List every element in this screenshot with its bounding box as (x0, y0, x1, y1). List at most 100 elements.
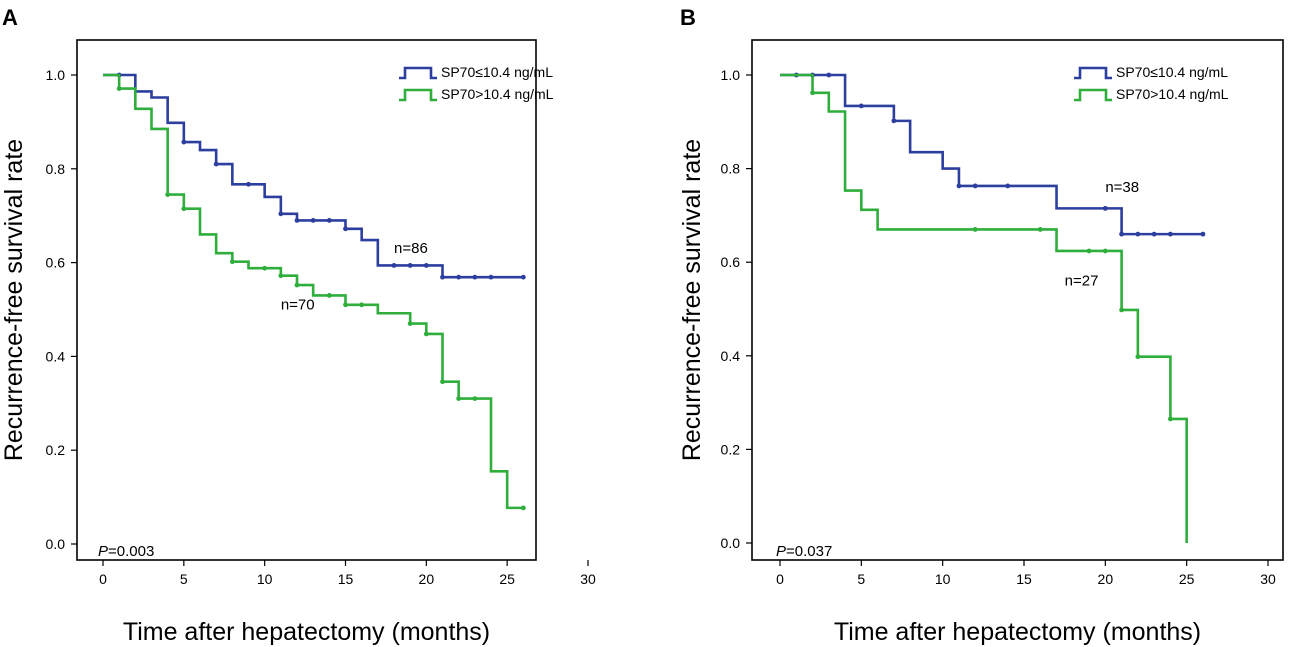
censor-mark (472, 396, 478, 402)
series-high: n=70 (103, 73, 526, 511)
y-tick-label: 0.0 (46, 536, 66, 552)
y-tick-label: 1.0 (721, 67, 741, 83)
censor-mark (116, 86, 122, 92)
censor-mark (246, 181, 251, 187)
n-label: n=27 (1065, 273, 1099, 290)
legend-swatch (1074, 66, 1112, 80)
censor-mark (278, 211, 284, 217)
censor-mark (278, 273, 284, 279)
p-number: =0.003 (108, 543, 154, 560)
censor-mark (343, 302, 348, 308)
y-tick-label: 0.8 (46, 161, 66, 177)
x-tick-label: 25 (499, 571, 515, 587)
censor-mark (972, 183, 978, 189)
y-tick-label: 0.6 (721, 254, 741, 270)
censor-mark (181, 139, 187, 145)
censor-mark (440, 379, 445, 385)
censor-mark (1102, 205, 1108, 211)
p-symbol: P (776, 543, 786, 560)
x-tick-label: 20 (419, 571, 435, 587)
x-tick-label: 20 (1098, 571, 1114, 587)
censor-mark (326, 293, 332, 298)
x-tick-label: 30 (580, 571, 596, 587)
censor-mark (1037, 227, 1043, 232)
p-value: P=0.037 (776, 543, 832, 560)
legend-swatch (399, 66, 437, 80)
censor-mark (956, 183, 962, 189)
censor-mark (294, 282, 300, 288)
censor-mark (1119, 307, 1124, 313)
censor-mark (1135, 354, 1141, 360)
p-number: =0.037 (786, 543, 832, 560)
series-low: n=38 (780, 72, 1206, 237)
y-tick-label: 0.2 (721, 441, 741, 457)
censor-mark (456, 274, 462, 280)
legend-swatch (1074, 88, 1112, 102)
censor-mark (520, 274, 526, 280)
censor-mark (472, 274, 478, 280)
censor-mark (858, 103, 864, 109)
censor-mark (440, 274, 445, 280)
legend-label: SP70≤10.4 ng/mL (441, 64, 553, 80)
censor-mark (1168, 416, 1173, 422)
censor-mark (1119, 231, 1124, 237)
y-tick-label: 0.8 (721, 161, 741, 177)
x-tick-label: 10 (257, 571, 273, 587)
x-tick-label: 5 (857, 571, 865, 587)
censor-mark (488, 274, 494, 280)
censor-mark (972, 227, 978, 232)
survival-step-line (103, 73, 524, 510)
series-low: n=86 (103, 72, 526, 280)
y-tick-label: 0.0 (721, 535, 741, 551)
censor-mark (343, 226, 348, 232)
legend-label: SP70>10.4 ng/mL (441, 86, 554, 102)
censor-mark (1086, 248, 1092, 254)
y-tick-label: 0.4 (721, 348, 741, 364)
legend-label: SP70>10.4 ng/mL (1116, 86, 1229, 102)
n-label: n=86 (394, 240, 428, 257)
censor-mark (1200, 231, 1206, 237)
censor-mark (407, 263, 413, 268)
y-axis-title: Recurrence-free survival rate (678, 139, 706, 461)
series-high: n=27 (780, 73, 1188, 543)
censor-mark (181, 206, 187, 212)
censor-mark (1102, 248, 1108, 254)
censor-mark (1168, 231, 1173, 237)
panel-a: A 0 5 10 15 20 25 30 0.0 0.2 0.4 0.6 0.8 1.0 Time afte… (0, 5, 596, 646)
censor-mark (810, 90, 815, 96)
p-symbol: P (98, 543, 108, 560)
plot-frame (76, 39, 537, 561)
legend-swatch (399, 88, 437, 102)
x-axis-title: Time after hepatectomy (months) (834, 618, 1201, 646)
censor-mark (262, 265, 268, 271)
censor-mark (1151, 231, 1157, 237)
y-tick-label: 1.0 (46, 67, 66, 83)
x-tick-label: 5 (180, 571, 188, 587)
censor-mark (229, 259, 235, 265)
censor-mark (1135, 231, 1141, 237)
censor-mark (407, 321, 413, 326)
n-label: n=38 (1105, 179, 1139, 196)
survival-step-line (780, 73, 1188, 543)
x-tick-label: 10 (935, 571, 951, 587)
x-tick-label: 30 (1260, 571, 1276, 587)
panel-letter: A (2, 5, 18, 30)
x-tick-label: 25 (1179, 571, 1195, 587)
censor-mark (213, 161, 219, 167)
censor-mark (359, 302, 365, 308)
plot-frame (751, 39, 1284, 561)
x-axis-title: Time after hepatectomy (months) (123, 618, 490, 646)
censor-mark (326, 217, 332, 223)
survival-step-line (780, 73, 1203, 236)
censor-mark (1005, 183, 1011, 189)
panel-letter: B (680, 5, 696, 30)
x-tick-label: 0 (776, 571, 784, 587)
censor-mark (423, 263, 429, 268)
censor-mark (310, 217, 316, 223)
censor-mark (456, 396, 462, 402)
x-tick-label: 0 (99, 571, 107, 587)
x-tick-label: 15 (338, 571, 354, 587)
survival-step-line (103, 73, 524, 279)
y-tick-label: 0.6 (46, 255, 66, 271)
